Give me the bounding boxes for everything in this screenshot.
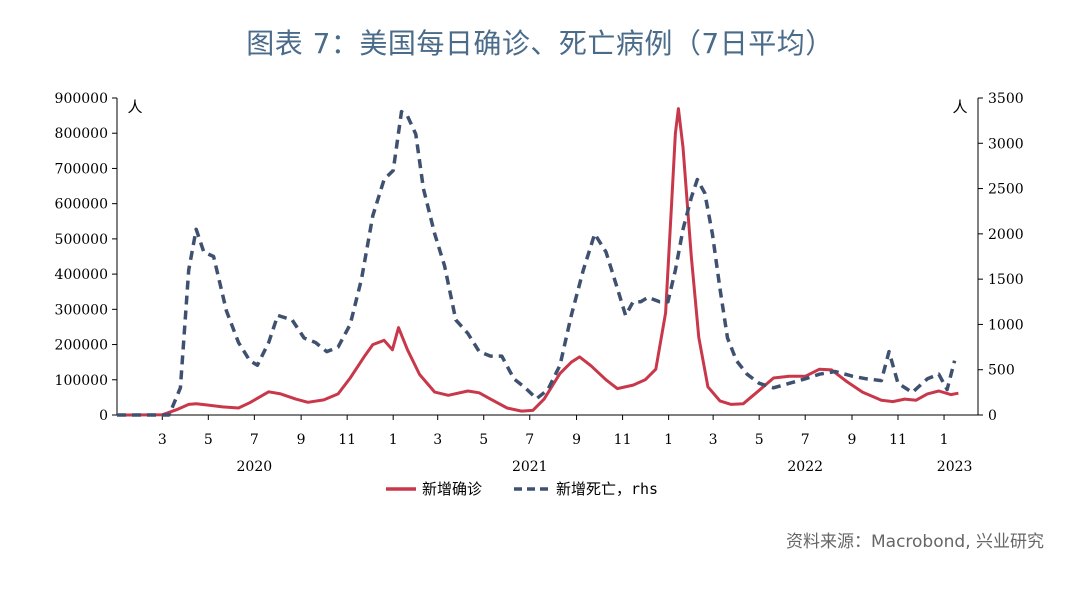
x-year-label: 2021 — [512, 459, 548, 475]
x-tick-label: 5 — [204, 432, 213, 448]
x-tick-label: 7 — [250, 432, 259, 448]
y-left-unit: 人 — [127, 98, 142, 116]
y-right-tick-label: 1500 — [988, 272, 1024, 288]
y-left-tick-label: 900000 — [55, 91, 108, 107]
x-year-label: 2022 — [787, 459, 823, 475]
x-tick-label: 5 — [479, 432, 488, 448]
x-tick-label: 7 — [801, 432, 810, 448]
chart-series — [116, 107, 959, 417]
x-tick-label: 1 — [389, 432, 398, 448]
y-left-tick-label: 700000 — [55, 161, 108, 177]
y-left-tick-label: 100000 — [55, 373, 108, 389]
y-right-tick-label: 3000 — [988, 136, 1024, 152]
x-tick-label: 9 — [297, 432, 306, 448]
y-left-tick-label: 400000 — [55, 267, 108, 283]
y-right-tick-label: 0 — [988, 408, 997, 424]
legend-label-confirmed: 新增确诊 — [422, 480, 482, 498]
x-tick-label: 9 — [572, 432, 581, 448]
x-tick-label: 5 — [755, 432, 764, 448]
y-left-tick-label: 200000 — [55, 338, 108, 354]
chart-axes: 0 100000 200000 300000 400000 500000 600000 700… — [55, 91, 1024, 475]
y-right-tick-label: 500 — [988, 363, 1015, 379]
x-tick-label: 1 — [664, 432, 673, 448]
y-left-tick-label: 600000 — [55, 197, 108, 213]
y-left-tick-label: 500000 — [55, 232, 108, 248]
y-right-unit: 人 — [952, 98, 967, 116]
source-note: 资料来源：Macrobond, 兴业研究 — [785, 532, 1044, 552]
series-line-deaths — [117, 109, 957, 417]
x-tick-label: 1 — [940, 432, 949, 448]
y-left-tick-label: 300000 — [55, 302, 108, 318]
series-line-confirmed — [116, 107, 959, 417]
x-tick-label: 3 — [433, 432, 442, 448]
x-tick-label: 11 — [338, 432, 356, 448]
y-right-tick-label: 2000 — [988, 227, 1024, 243]
y-left-tick-label: 0 — [99, 408, 108, 424]
x-tick-label: 9 — [848, 432, 857, 448]
x-tick-label: 3 — [709, 432, 718, 448]
x-tick-label: 7 — [525, 432, 534, 448]
x-tick-label: 11 — [614, 432, 632, 448]
x-tick-label: 11 — [889, 432, 907, 448]
x-tick-label: 3 — [158, 432, 167, 448]
legend-label-deaths: 新增死亡，rhs — [556, 480, 658, 498]
chart-legend: 新增确诊 新增死亡，rhs — [386, 480, 658, 498]
y-left-tick-label: 800000 — [55, 126, 108, 142]
y-right-tick-label: 2500 — [988, 182, 1024, 198]
y-right-tick-label: 3500 — [988, 91, 1024, 107]
x-year-label: 2020 — [237, 459, 273, 475]
x-year-label: 2023 — [937, 459, 973, 475]
chart-title: 图表 7：美国每日确诊、死亡病例（7日平均） — [246, 27, 834, 60]
y-right-tick-label: 1000 — [988, 317, 1024, 333]
